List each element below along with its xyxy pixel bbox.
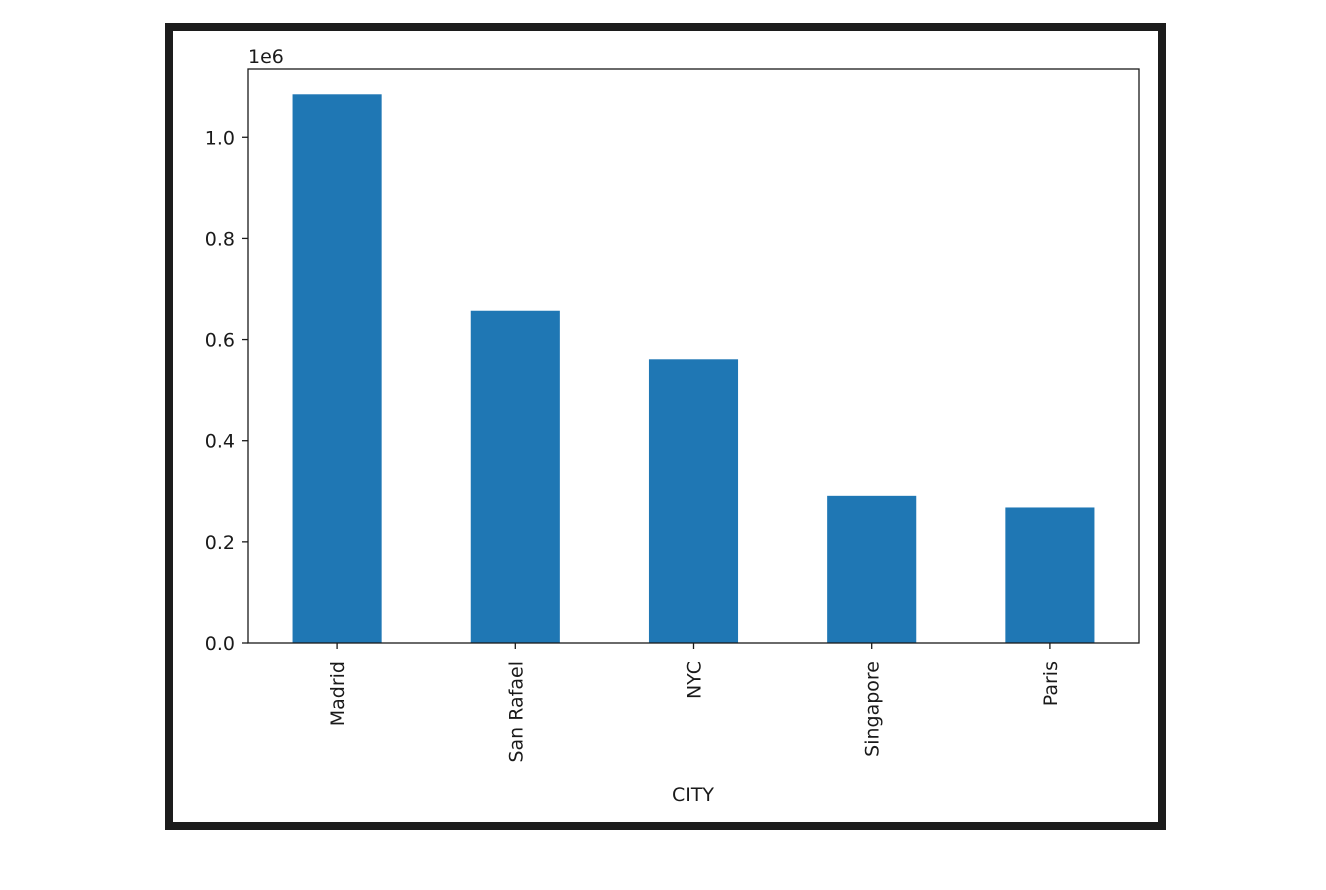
x-tick-label: San Rafael <box>505 661 527 763</box>
x-tick-label: Madrid <box>327 661 349 726</box>
x-axis: Madrid San Rafael NYC Singapore Paris <box>327 643 1062 763</box>
y-tick-label: 0.2 <box>205 532 235 554</box>
bar-nyc <box>648 359 739 643</box>
y-tick-label: 0.0 <box>205 633 235 655</box>
x-tick-label: Singapore <box>862 661 884 757</box>
y-tick-label: 0.6 <box>205 330 235 352</box>
x-tick-label: NYC <box>684 661 706 699</box>
bars-layer <box>292 94 1095 644</box>
x-axis-title: CITY <box>672 784 714 806</box>
y-tick-label: 0.8 <box>205 228 235 250</box>
bar-paris <box>1005 507 1095 643</box>
bar-madrid <box>292 94 382 644</box>
y-axis: 0.0 0.2 0.4 0.6 0.8 1.0 <box>205 127 248 655</box>
y-axis-offset-label: 1e6 <box>248 46 284 68</box>
bar-san-rafael <box>470 310 560 643</box>
y-tick-label: 1.0 <box>205 127 235 149</box>
bar-singapore <box>827 495 917 643</box>
x-tick-label: Paris <box>1040 661 1062 706</box>
y-tick-label: 0.4 <box>205 431 235 453</box>
